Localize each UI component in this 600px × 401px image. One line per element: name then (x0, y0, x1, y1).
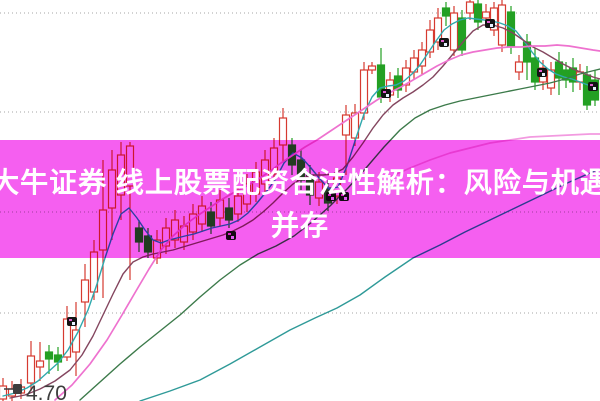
headline-line-1: 大牛证券 线上股票配资合法性解析：风险与机遇 (0, 167, 600, 198)
candlestick (514, 55, 524, 80)
signal-marker (537, 68, 547, 77)
candlestick (497, 0, 507, 52)
headline-line-2: 并存 (270, 210, 329, 241)
candlestick (367, 62, 377, 74)
candlestick (465, 0, 475, 20)
candlestick (425, 20, 435, 58)
candlestick (62, 306, 72, 361)
candlestick (26, 341, 36, 391)
signal-marker (439, 38, 449, 47)
candlestick (44, 345, 54, 374)
banner-background (0, 140, 600, 258)
candlestick (457, 10, 467, 56)
candlestick (0, 378, 8, 401)
candlestick (546, 62, 556, 95)
signal-marker (485, 19, 495, 28)
candlestick (441, 2, 451, 26)
candlestick (449, 6, 459, 56)
signal-marker (588, 82, 598, 91)
candlestick (473, 0, 483, 30)
candlestick (575, 64, 585, 90)
low-price-value: 4.70 (26, 382, 67, 401)
price-flag-icon (13, 384, 22, 394)
low-price-label: 4.70 (4, 382, 67, 401)
headline-banner: 大牛证券 线上股票配资合法性解析：风险与机遇 并存 (0, 140, 600, 258)
candlestick (35, 342, 45, 381)
candlestick (401, 60, 411, 92)
candlestick (433, 8, 443, 50)
signal-marker (381, 89, 391, 98)
candlestick (409, 50, 419, 80)
banner-headline: 大牛证券 线上股票配资合法性解析：风险与机遇 并存 (0, 140, 600, 258)
signal-marker (67, 317, 77, 326)
